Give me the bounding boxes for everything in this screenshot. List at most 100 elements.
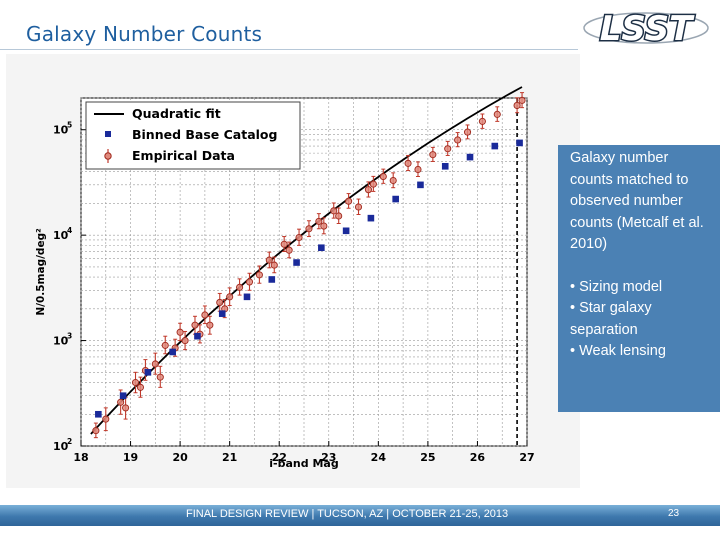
empirical-data-point — [151, 360, 159, 368]
empirical-data-point — [136, 383, 145, 391]
empirical-data-point — [280, 240, 288, 248]
x-axis-label: i-band Mag — [269, 457, 338, 470]
callout-paragraph: Galaxy number counts matched to observed… — [570, 150, 704, 252]
empirical-data-point — [161, 341, 169, 349]
y-tick-base: 10 — [53, 124, 69, 137]
empirical-data-point — [345, 197, 353, 205]
binned-catalog-point — [194, 332, 201, 340]
binned-catalog-point — [243, 293, 251, 301]
empirical-data-point — [102, 415, 110, 423]
binned-catalog-point — [169, 348, 176, 356]
empirical-data-point — [444, 145, 452, 153]
binned-base-catalog-series — [95, 139, 523, 418]
x-tick-label: 27 — [519, 451, 534, 464]
y-tick-label: 105 — [53, 121, 72, 137]
x-tick-label: 18 — [73, 451, 88, 464]
callout-bullet-star-galaxy: • Star galaxy separation — [570, 300, 652, 338]
empirical-data-point — [206, 321, 214, 329]
empirical-data-point — [236, 283, 244, 291]
legend-label-binned: Binned Base Catalog — [132, 127, 277, 142]
empirical-data-point — [493, 110, 501, 118]
y-tick-base: 10 — [53, 229, 69, 242]
footer-bar — [0, 505, 720, 526]
empirical-data-point — [270, 261, 278, 269]
empirical-data-point — [255, 271, 263, 279]
empirical-data-point — [176, 328, 184, 336]
empirical-data-point — [265, 256, 273, 264]
empirical-data-point — [315, 217, 323, 225]
y-tick-exponent: 3 — [67, 332, 72, 341]
empirical-data-point — [216, 298, 224, 306]
callout-bullet-sizing: • Sizing model — [570, 278, 663, 295]
empirical-data-point — [404, 159, 412, 167]
empirical-data-point — [518, 96, 526, 104]
empirical-data-point — [463, 128, 472, 136]
x-tick-label: 26 — [470, 451, 486, 464]
y-axis-label: N/0.5mag/deg² — [35, 228, 47, 316]
empirical-data-point — [335, 212, 343, 220]
y-tick-exponent: 2 — [67, 437, 72, 446]
binned-catalog-point — [491, 142, 499, 150]
y-tick-base: 10 — [53, 335, 69, 348]
legend-square-swatch — [105, 131, 111, 137]
empirical-data-point — [156, 373, 164, 381]
empirical-data-point — [354, 203, 363, 211]
empirical-data-point — [122, 404, 130, 412]
footer: FINAL DESIGN REVIEW | TUCSON, AZ | OCTOB… — [0, 505, 720, 526]
empirical-data-point — [379, 172, 387, 181]
binned-catalog-point — [268, 276, 276, 283]
empirical-data-point — [117, 398, 125, 406]
lsst-logo: LSST — [583, 8, 709, 50]
y-tick-label: 102 — [53, 437, 72, 453]
x-tick-label: 23 — [321, 451, 336, 464]
empirical-data-point — [131, 378, 140, 387]
binned-catalog-point — [218, 310, 226, 317]
x-tick-label: 19 — [123, 451, 138, 464]
empirical-data-point — [201, 311, 209, 319]
binned-catalog-point — [367, 214, 375, 222]
binned-catalog-point — [293, 259, 300, 266]
empirical-data-point — [454, 136, 462, 144]
binned-catalog-point — [342, 227, 350, 235]
binned-catalog-point — [144, 369, 152, 376]
binned-catalog-point — [119, 392, 127, 400]
binned-catalog-point — [417, 181, 424, 189]
empirical-data-point — [285, 246, 293, 254]
x-tick-label: 25 — [420, 451, 435, 464]
logo-text: LSST — [600, 9, 695, 49]
x-tick-label: 20 — [172, 451, 188, 464]
y-tick-exponent: 5 — [67, 121, 72, 130]
callout-box: Galaxy number counts matched to observed… — [558, 145, 720, 412]
binned-catalog-point — [95, 410, 102, 418]
legend-label-empirical: Empirical Data — [132, 148, 235, 163]
empirical-data-point — [389, 176, 397, 185]
empirical-data-point — [429, 151, 437, 159]
title-divider — [0, 49, 578, 50]
empirical-data-point — [330, 207, 338, 215]
binned-catalog-point — [318, 244, 325, 252]
empirical-data-point — [245, 278, 254, 286]
footer-text: FINAL DESIGN REVIEW | TUCSON, AZ | OCTOB… — [186, 508, 509, 520]
empirical-data-point — [191, 321, 199, 329]
binned-catalog-point — [466, 153, 474, 161]
y-tick-exponent: 4 — [67, 226, 72, 235]
y-tick-label: 103 — [53, 332, 72, 348]
binned-catalog-point — [441, 162, 449, 170]
empirical-data-point — [320, 222, 328, 230]
empirical-data-point — [92, 427, 100, 435]
empirical-data-point — [305, 225, 313, 233]
empirical-data-point — [295, 233, 303, 242]
y-tick-label: 104 — [53, 226, 72, 242]
y-tick-base: 10 — [53, 440, 69, 453]
x-tick-label: 22 — [272, 451, 287, 464]
empirical-data-point — [226, 293, 234, 301]
empirical-data-point — [364, 186, 372, 194]
legend-circle-swatch — [104, 152, 112, 160]
page-number: 23 — [668, 508, 680, 519]
callout-bullet-weak-lensing: • Weak lensing — [570, 343, 666, 359]
empirical-data-point — [369, 180, 377, 188]
empirical-data-point — [513, 101, 521, 109]
x-tick-label: 21 — [222, 451, 237, 464]
